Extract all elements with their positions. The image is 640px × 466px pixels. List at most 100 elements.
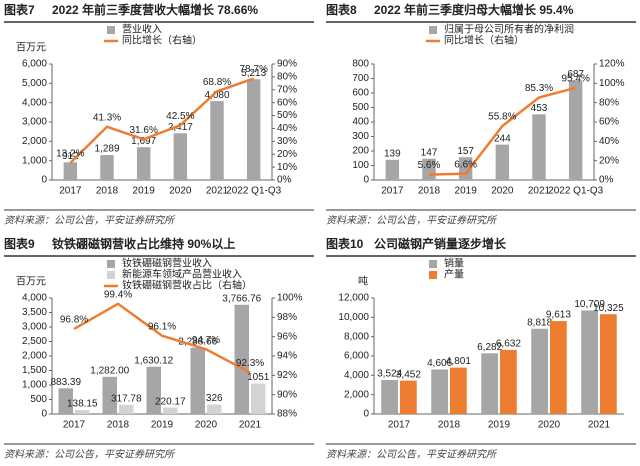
y-tick-label: 500 bbox=[30, 394, 47, 405]
bar-value-label: 4,606 bbox=[427, 358, 452, 369]
line-value-label: 41.3% bbox=[93, 112, 121, 123]
bar-value-label: 883.39 bbox=[50, 377, 81, 388]
x-tick-label: 2018 bbox=[418, 186, 441, 197]
bar bbox=[431, 369, 448, 414]
legend-label: 同比增长（右轴） bbox=[444, 34, 524, 47]
bar bbox=[450, 367, 467, 414]
bar bbox=[532, 114, 546, 180]
y2-tick-label: 94% bbox=[277, 351, 297, 362]
bar-value-label: 157 bbox=[457, 146, 474, 157]
y-tick-label: 4,000 bbox=[22, 97, 47, 108]
legend-label: 产量 bbox=[444, 268, 464, 281]
bar-value-label: 453 bbox=[531, 103, 548, 114]
y2-tick-label: 30% bbox=[277, 136, 297, 147]
x-tick-label: 2018 bbox=[438, 420, 461, 431]
x-tick-label: 2019 bbox=[488, 420, 511, 431]
x-tick-label: 2020 bbox=[538, 420, 561, 431]
x-tick-label: 2020 bbox=[491, 186, 514, 197]
line-value-label: 68.8% bbox=[203, 77, 231, 88]
y-tick-label: 8,000 bbox=[344, 331, 369, 342]
line-series bbox=[69, 77, 255, 164]
figure-title: 2022 年前三季度营收大幅增长 78.66% bbox=[52, 2, 258, 17]
bar bbox=[102, 376, 117, 414]
y-tick-label: 2,500 bbox=[22, 336, 47, 347]
source-note: 资料来源：公司公告，平安证券研究所 bbox=[326, 215, 498, 227]
bar bbox=[495, 144, 510, 180]
line-value-label: 5.6% bbox=[418, 160, 441, 171]
line-value-label: 85.3% bbox=[525, 83, 553, 94]
bar-value-label: 220.17 bbox=[155, 396, 186, 407]
bar-value-label: 10,325 bbox=[593, 303, 624, 314]
y-tick-label: 800 bbox=[352, 59, 369, 70]
bar-value-label: 1051 bbox=[247, 372, 270, 383]
figure-label: 图表9 bbox=[4, 236, 35, 251]
y-tick-label: 2,000 bbox=[22, 136, 47, 147]
bar-value-label: 1,630.12 bbox=[134, 355, 173, 366]
line-value-label: 13.2% bbox=[56, 149, 84, 160]
y2-tick-label: 90% bbox=[277, 59, 297, 70]
y-axis-unit: 吨 bbox=[358, 275, 368, 288]
line-value-label: 94.7% bbox=[192, 335, 220, 346]
bar-value-label: 3,452 bbox=[396, 369, 421, 380]
bar bbox=[58, 388, 73, 414]
bar bbox=[119, 404, 134, 414]
x-tick-label: 2017 bbox=[381, 186, 404, 197]
y2-tick-label: 20% bbox=[277, 149, 297, 160]
source-note: 资料来源：公司公告，平安证券研究所 bbox=[4, 449, 176, 461]
y-tick-label: 6,000 bbox=[22, 59, 47, 70]
bar-value-label: 1,289 bbox=[94, 144, 119, 155]
line-value-label: 55.8% bbox=[488, 112, 516, 123]
y2-tick-label: 70% bbox=[277, 84, 297, 95]
y2-tick-label: 0% bbox=[277, 175, 292, 186]
figure-label: 图表10 bbox=[326, 236, 364, 251]
bar bbox=[550, 321, 567, 414]
x-tick-label: 2017 bbox=[59, 186, 82, 197]
x-tick-label: 2022 Q1-Q3 bbox=[226, 186, 281, 197]
legend-label: 新能源车领域产品营业收入 bbox=[122, 268, 242, 281]
y-tick-label: 3,000 bbox=[22, 117, 47, 128]
y2-tick-label: 100% bbox=[599, 78, 625, 89]
bar-value-label: 687 bbox=[567, 69, 584, 80]
bar bbox=[481, 353, 498, 414]
bar bbox=[63, 162, 78, 180]
legend-label: 归属于母公司所有者的净利润 bbox=[444, 23, 574, 36]
y2-tick-label: 60% bbox=[599, 117, 619, 128]
bar bbox=[568, 80, 583, 180]
y-tick-label: 400 bbox=[352, 117, 369, 128]
y-tick-label: 0 bbox=[41, 409, 47, 420]
y2-tick-label: 90% bbox=[277, 389, 297, 400]
legend-label: 营业收入 bbox=[122, 23, 162, 36]
legend-label: 钕铁硼磁钢营业收入 bbox=[122, 257, 212, 270]
y-tick-label: 10,000 bbox=[338, 312, 369, 323]
bar bbox=[251, 383, 266, 414]
y2-tick-label: 98% bbox=[277, 312, 297, 323]
bar bbox=[500, 349, 517, 414]
bar bbox=[385, 159, 400, 180]
y2-tick-label: 100% bbox=[277, 293, 303, 304]
bar bbox=[190, 347, 205, 414]
y-tick-label: 2,000 bbox=[344, 389, 369, 400]
bar-value-label: 4,080 bbox=[204, 90, 229, 101]
x-tick-label: 2019 bbox=[455, 186, 478, 197]
y2-tick-label: 80% bbox=[277, 72, 297, 83]
y-tick-label: 1,500 bbox=[22, 365, 47, 376]
y2-tick-label: 10% bbox=[277, 162, 297, 173]
bar bbox=[207, 404, 222, 414]
bar-value-label: 10,709 bbox=[574, 299, 605, 310]
line-value-label: 96.1% bbox=[148, 321, 176, 332]
bar bbox=[581, 310, 598, 414]
bar bbox=[381, 379, 398, 414]
bar bbox=[136, 147, 151, 180]
y-axis-unit: 百万元 bbox=[16, 276, 46, 288]
legend-swatch bbox=[429, 271, 437, 279]
y-tick-label: 2,000 bbox=[22, 351, 47, 362]
y-tick-label: 0 bbox=[363, 409, 369, 420]
x-tick-label: 2020 bbox=[195, 420, 218, 431]
y-tick-label: 700 bbox=[352, 73, 369, 84]
bar-value-label: 1,282.00 bbox=[90, 365, 129, 376]
y-tick-label: 600 bbox=[352, 88, 369, 99]
y-tick-label: 12,000 bbox=[338, 293, 369, 304]
source-note: 资料来源：公司公告，平安证券研究所 bbox=[326, 449, 498, 461]
bar-value-label: 6,282 bbox=[477, 342, 502, 353]
y-tick-label: 4,000 bbox=[344, 370, 369, 381]
